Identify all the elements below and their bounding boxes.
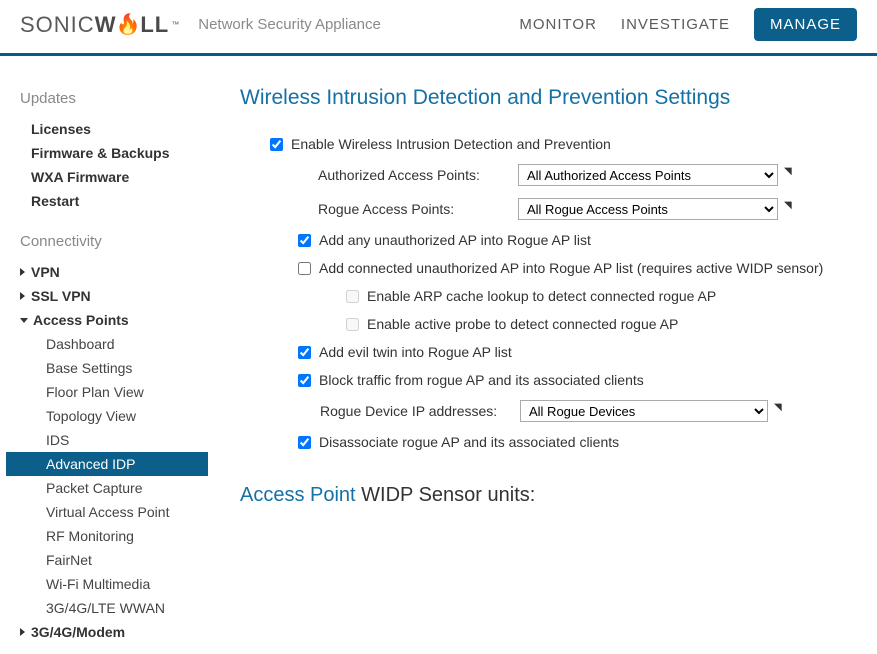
checkbox-add-connected[interactable] <box>298 262 311 275</box>
sidebar-item-restart[interactable]: Restart <box>20 189 210 213</box>
logo-wall2: LL <box>140 12 169 38</box>
logo-sonic: SONIC <box>20 12 95 38</box>
logo-wall: W <box>95 12 117 38</box>
select-rogue-ap[interactable]: All Rogue Access Points <box>518 198 778 220</box>
nav-monitor[interactable]: MONITOR <box>519 16 597 33</box>
sidebar-sub-dashboard[interactable]: Dashboard <box>26 332 210 356</box>
section-title-rest: WIDP Sensor units: <box>356 484 536 506</box>
sidebar-section-connectivity: Connectivity <box>20 233 210 250</box>
dropdown-icon: ◥ <box>774 402 782 413</box>
nav-investigate[interactable]: INVESTIGATE <box>621 16 730 33</box>
sidebar-item-vpn[interactable]: VPN <box>20 260 210 284</box>
checkbox-active-probe[interactable] <box>346 318 359 331</box>
row-rogue-devices: Rogue Device IP addresses: All Rogue Dev… <box>240 400 867 422</box>
chevron-right-icon <box>20 268 25 276</box>
label-rogue-ap: Rogue Access Points: <box>318 201 518 217</box>
body: Updates Licenses Firmware & Backups WXA … <box>0 56 877 651</box>
dropdown-icon: ◥ <box>784 200 792 211</box>
dropdown-icon: ◥ <box>784 166 792 177</box>
sidebar-subnav-access-points: Dashboard Base Settings Floor Plan View … <box>20 332 210 620</box>
label-disassociate: Disassociate rogue AP and its associated… <box>319 434 619 450</box>
sidebar-sub-base-settings[interactable]: Base Settings <box>26 356 210 380</box>
label-evil-twin: Add evil twin into Rogue AP list <box>319 344 512 360</box>
label-active-probe: Enable active probe to detect connected … <box>367 316 678 332</box>
nav-manage[interactable]: MANAGE <box>754 8 857 41</box>
label-rogue-devices: Rogue Device IP addresses: <box>320 403 520 419</box>
checkbox-evil-twin[interactable] <box>298 346 311 359</box>
row-block-traffic: Block traffic from rogue AP and its asso… <box>240 372 867 388</box>
page-title: Wireless Intrusion Detection and Prevent… <box>240 86 867 110</box>
chevron-down-icon <box>20 318 28 323</box>
sidebar-item-wxa[interactable]: WXA Firmware <box>20 165 210 189</box>
sidebar[interactable]: Updates Licenses Firmware & Backups WXA … <box>0 56 210 651</box>
chevron-right-icon <box>20 628 25 636</box>
row-add-unauthorized: Add any unauthorized AP into Rogue AP li… <box>240 232 867 248</box>
checkbox-arp-lookup[interactable] <box>346 290 359 303</box>
label-authorized-ap: Authorized Access Points: <box>318 167 518 183</box>
select-authorized-ap[interactable]: All Authorized Access Points <box>518 164 778 186</box>
chevron-right-icon <box>20 292 25 300</box>
sidebar-item-label: 3G/4G/Modem <box>31 624 125 640</box>
checkbox-disassociate[interactable] <box>298 436 311 449</box>
sidebar-item-label: SSL VPN <box>31 288 91 304</box>
sidebar-item-label: VPN <box>31 264 60 280</box>
row-authorized-ap: Authorized Access Points: All Authorized… <box>240 164 867 186</box>
sidebar-sub-virtual-ap[interactable]: Virtual Access Point <box>26 500 210 524</box>
sidebar-item-sslvpn[interactable]: SSL VPN <box>20 284 210 308</box>
sidebar-sub-packet-capture[interactable]: Packet Capture <box>26 476 210 500</box>
sidebar-sub-lte-wwan[interactable]: 3G/4G/LTE WWAN <box>26 596 210 620</box>
sidebar-sub-wifi-multimedia[interactable]: Wi-Fi Multimedia <box>26 572 210 596</box>
header-subtitle: Network Security Appliance <box>198 16 381 33</box>
sidebar-sub-topology[interactable]: Topology View <box>26 404 210 428</box>
sidebar-item-firmware[interactable]: Firmware & Backups <box>20 141 210 165</box>
sidebar-item-access-points[interactable]: Access Points <box>20 308 210 332</box>
content: Wireless Intrusion Detection and Prevent… <box>210 56 877 651</box>
label-block-traffic: Block traffic from rogue AP and its asso… <box>319 372 644 388</box>
sidebar-sub-advanced-idp[interactable]: Advanced IDP <box>6 452 208 476</box>
label-arp-lookup: Enable ARP cache lookup to detect connec… <box>367 288 716 304</box>
label-add-unauthorized: Add any unauthorized AP into Rogue AP li… <box>319 232 591 248</box>
select-rogue-devices[interactable]: All Rogue Devices <box>520 400 768 422</box>
sidebar-sub-rf-monitoring[interactable]: RF Monitoring <box>26 524 210 548</box>
checkbox-block-traffic[interactable] <box>298 374 311 387</box>
top-nav: MONITOR INVESTIGATE MANAGE <box>519 8 857 41</box>
row-rogue-ap: Rogue Access Points: All Rogue Access Po… <box>240 198 867 220</box>
row-enable-widp: Enable Wireless Intrusion Detection and … <box>240 136 867 152</box>
sidebar-sub-fairnet[interactable]: FairNet <box>26 548 210 572</box>
row-disassociate: Disassociate rogue AP and its associated… <box>240 434 867 450</box>
section-widp-sensor: Access Point WIDP Sensor units: <box>240 484 867 507</box>
sidebar-item-modem[interactable]: 3G/4G/Modem <box>20 620 210 644</box>
row-evil-twin: Add evil twin into Rogue AP list <box>240 344 867 360</box>
sidebar-item-label: Access Points <box>33 312 129 328</box>
checkbox-add-unauthorized[interactable] <box>298 234 311 247</box>
label-add-connected: Add connected unauthorized AP into Rogue… <box>319 260 823 276</box>
sidebar-sub-floor-plan[interactable]: Floor Plan View <box>26 380 210 404</box>
sidebar-item-licenses[interactable]: Licenses <box>20 117 210 141</box>
section-title-blue: Access Point <box>240 484 356 506</box>
sidebar-sub-ids[interactable]: IDS <box>26 428 210 452</box>
logo: SONICW🔥LL™ <box>20 12 180 38</box>
label-enable-widp: Enable Wireless Intrusion Detection and … <box>291 136 611 152</box>
sidebar-section-updates: Updates <box>20 90 210 107</box>
checkbox-enable-widp[interactable] <box>270 138 283 151</box>
row-arp-lookup: Enable ARP cache lookup to detect connec… <box>240 288 867 304</box>
row-active-probe: Enable active probe to detect connected … <box>240 316 867 332</box>
row-add-connected: Add connected unauthorized AP into Rogue… <box>240 260 867 276</box>
flame-icon: 🔥 <box>115 12 141 37</box>
trademark-icon: ™ <box>171 20 180 29</box>
header: SONICW🔥LL™ Network Security Appliance MO… <box>0 0 877 56</box>
